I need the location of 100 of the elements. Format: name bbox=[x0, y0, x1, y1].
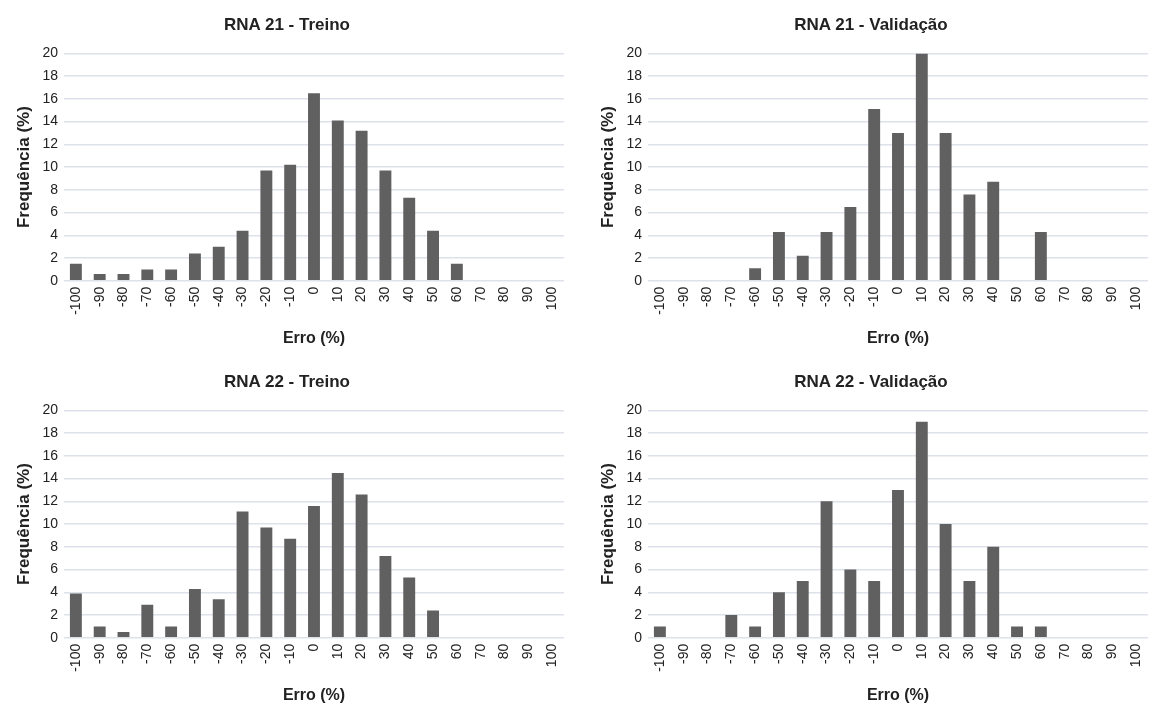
bar bbox=[772, 592, 785, 638]
bar bbox=[236, 230, 249, 281]
x-tick-label: 70 bbox=[1055, 643, 1072, 660]
bar bbox=[653, 626, 666, 638]
bar bbox=[308, 93, 320, 281]
x-axis-title: Erro (%) bbox=[282, 328, 346, 346]
y-tick-label: 12 bbox=[626, 492, 643, 509]
bar bbox=[749, 268, 762, 281]
x-tick-label: 20 bbox=[352, 643, 369, 660]
bar bbox=[284, 164, 297, 281]
bar bbox=[749, 626, 762, 638]
x-tick-label: -80 bbox=[114, 286, 131, 308]
x-tick-label: 60 bbox=[1031, 286, 1048, 303]
y-tick-label: 10 bbox=[42, 514, 59, 531]
y-tick-label: 8 bbox=[50, 537, 59, 554]
bar bbox=[772, 231, 785, 281]
bar bbox=[93, 273, 106, 281]
x-tick-label: 60 bbox=[447, 286, 464, 303]
x-tick-label: -30 bbox=[233, 286, 250, 308]
bar bbox=[868, 580, 881, 638]
x-tick-label: 90 bbox=[1103, 286, 1120, 303]
bar bbox=[308, 505, 320, 638]
x-tick-label: 80 bbox=[495, 286, 512, 303]
y-tick-label: 10 bbox=[626, 514, 643, 531]
x-tick-label: -80 bbox=[698, 286, 715, 308]
x-tick-label: 90 bbox=[1103, 643, 1120, 660]
x-axis-title: Erro (%) bbox=[866, 685, 930, 703]
x-tick-label: 50 bbox=[1007, 643, 1024, 660]
bar bbox=[820, 501, 833, 638]
chart-title: RNA 21 - Validação bbox=[794, 14, 948, 34]
x-tick-label: -100 bbox=[650, 286, 667, 315]
bar bbox=[427, 230, 439, 281]
x-tick-label: -100 bbox=[66, 643, 83, 672]
x-tick-label: 30 bbox=[376, 286, 393, 303]
x-tick-label: -30 bbox=[817, 643, 834, 665]
x-tick-label: -70 bbox=[722, 643, 739, 665]
x-tick-label: -40 bbox=[209, 643, 226, 665]
bar bbox=[915, 53, 928, 281]
x-tick-label: 60 bbox=[1031, 643, 1048, 660]
x-tick-label: 10 bbox=[912, 643, 929, 660]
bar bbox=[284, 538, 297, 638]
x-tick-label: 20 bbox=[936, 286, 953, 303]
y-tick-label: 14 bbox=[42, 469, 59, 486]
bar bbox=[963, 580, 976, 638]
y-tick-label: 10 bbox=[626, 157, 643, 174]
y-tick-label: 2 bbox=[50, 248, 59, 265]
y-tick-label: 16 bbox=[626, 446, 643, 463]
x-tick-label: 70 bbox=[471, 286, 488, 303]
y-tick-label: 16 bbox=[42, 446, 59, 463]
x-tick-label: -20 bbox=[257, 643, 274, 665]
bar bbox=[403, 197, 416, 281]
y-axis-title: Frequência (%) bbox=[597, 463, 617, 586]
y-tick-label: 6 bbox=[634, 203, 643, 220]
x-tick-label: 80 bbox=[1079, 643, 1096, 660]
x-tick-label: -100 bbox=[650, 643, 667, 672]
x-tick-label: 90 bbox=[519, 643, 536, 660]
x-tick-label: -40 bbox=[209, 286, 226, 308]
x-tick-label: -60 bbox=[745, 286, 762, 308]
bar bbox=[844, 569, 857, 638]
x-axis-title: Erro (%) bbox=[866, 328, 930, 346]
x-tick-label: -10 bbox=[865, 286, 882, 308]
x-tick-label: 50 bbox=[1007, 286, 1024, 303]
bar bbox=[188, 588, 201, 638]
x-tick-label: -90 bbox=[674, 643, 691, 665]
bar bbox=[892, 489, 904, 638]
bar bbox=[212, 599, 225, 638]
x-tick-label: 30 bbox=[960, 643, 977, 660]
x-tick-label: 70 bbox=[1055, 286, 1072, 303]
bar bbox=[236, 511, 249, 638]
y-tick-label: 6 bbox=[634, 560, 643, 577]
bar bbox=[260, 527, 273, 638]
bar bbox=[331, 120, 344, 281]
x-tick-label: -80 bbox=[698, 643, 715, 665]
bar bbox=[69, 593, 82, 638]
bar bbox=[987, 181, 1000, 281]
bar bbox=[820, 231, 833, 281]
x-tick-label: 40 bbox=[984, 286, 1001, 303]
chart-title: RNA 22 - Treino bbox=[224, 371, 350, 391]
x-tick-label: 20 bbox=[352, 286, 369, 303]
x-tick-label: -70 bbox=[722, 286, 739, 308]
x-tick-label: 0 bbox=[304, 286, 321, 295]
x-tick-label: -50 bbox=[769, 286, 786, 308]
x-axis-title: Erro (%) bbox=[282, 685, 346, 703]
x-tick-label: 100 bbox=[1126, 286, 1143, 311]
x-tick-label: -90 bbox=[674, 286, 691, 308]
x-tick-label: -10 bbox=[281, 643, 298, 665]
x-tick-label: -70 bbox=[138, 643, 155, 665]
x-tick-label: 10 bbox=[912, 286, 929, 303]
y-tick-label: 6 bbox=[50, 203, 59, 220]
x-tick-label: -50 bbox=[769, 643, 786, 665]
x-tick-label: -70 bbox=[138, 286, 155, 308]
y-tick-label: 18 bbox=[42, 67, 59, 83]
y-tick-label: 10 bbox=[42, 157, 59, 174]
x-tick-label: 60 bbox=[447, 643, 464, 660]
x-tick-label: 0 bbox=[888, 643, 905, 652]
y-tick-label: 14 bbox=[42, 112, 59, 129]
y-tick-label: 8 bbox=[50, 180, 59, 197]
bar bbox=[1034, 231, 1047, 281]
x-tick-label: 40 bbox=[400, 286, 417, 303]
bar bbox=[796, 255, 809, 281]
